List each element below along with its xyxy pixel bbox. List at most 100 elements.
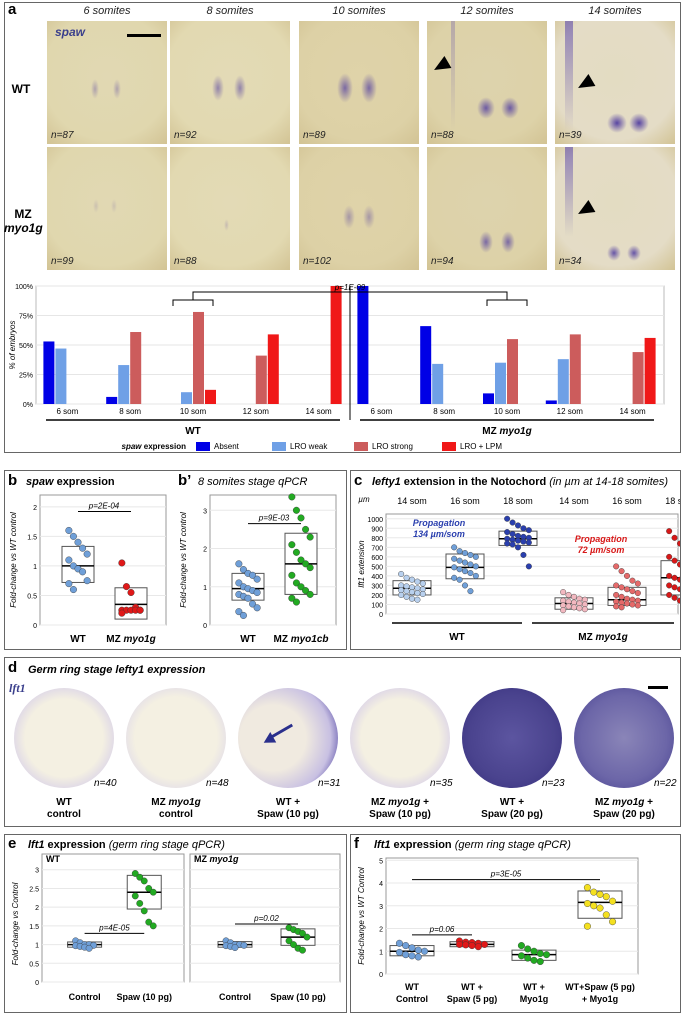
embryo-image-tile: n=92 bbox=[169, 20, 291, 145]
data-point bbox=[517, 942, 525, 950]
p-value: p=2E-04 bbox=[88, 502, 120, 511]
data-point bbox=[402, 951, 410, 959]
data-point bbox=[297, 514, 305, 522]
condition-label: WT + Spaw (20 pg) bbox=[481, 797, 543, 820]
data-point bbox=[456, 576, 463, 583]
data-point bbox=[504, 540, 511, 547]
stage-header: 14 somites bbox=[588, 5, 642, 17]
data-point bbox=[451, 555, 458, 562]
x-category-label: Spaw (10 pg) bbox=[116, 992, 172, 1002]
data-point bbox=[618, 604, 625, 611]
y-tick-label: 1 bbox=[203, 585, 207, 592]
data-point bbox=[292, 506, 300, 514]
data-point bbox=[235, 608, 243, 616]
data-point bbox=[520, 551, 527, 558]
p-value: p=0.06 bbox=[429, 925, 455, 934]
x-category-label: Spaw (5 pg) bbox=[447, 994, 498, 1004]
propagation-label: Propagation bbox=[413, 518, 466, 528]
data-point bbox=[451, 564, 458, 571]
y-tick-label: 0 bbox=[379, 972, 383, 979]
data-point bbox=[530, 947, 538, 955]
data-point bbox=[235, 560, 243, 568]
data-point bbox=[122, 583, 130, 591]
bar bbox=[43, 341, 55, 404]
data-point bbox=[306, 590, 314, 598]
data-point bbox=[524, 945, 532, 953]
x-category-label: WT bbox=[240, 634, 256, 645]
propagation-label: 134 µm/som bbox=[413, 529, 465, 539]
legend-label: LRO + LPM bbox=[460, 442, 502, 451]
data-point bbox=[456, 557, 463, 564]
y-tick-label: 3 bbox=[379, 904, 383, 911]
y-tick-label: 600 bbox=[371, 555, 383, 562]
data-point bbox=[302, 587, 310, 595]
data-point bbox=[467, 551, 474, 558]
x-tick-label: 10 som bbox=[494, 407, 521, 416]
bar bbox=[432, 363, 444, 404]
y-tick-label: 4 bbox=[379, 881, 383, 888]
expression-domain bbox=[337, 73, 353, 103]
p-value: p=1E-09 bbox=[334, 283, 366, 292]
y-tick-label: 75% bbox=[19, 314, 33, 321]
y-tick-label: 2.5 bbox=[29, 886, 39, 893]
data-point bbox=[414, 596, 421, 603]
y-tick-label: 1000 bbox=[367, 517, 383, 524]
x-category-label: WT+Spaw (5 pg) bbox=[565, 982, 635, 992]
data-point bbox=[306, 533, 314, 541]
data-point bbox=[253, 588, 261, 596]
data-point bbox=[398, 591, 405, 598]
data-point bbox=[590, 902, 598, 910]
panel-e-label: e bbox=[8, 835, 17, 852]
data-point bbox=[467, 570, 474, 577]
scale-bar bbox=[648, 686, 668, 689]
y-tick-label: 0.5 bbox=[27, 593, 37, 600]
y-tick-label: 1 bbox=[33, 564, 37, 571]
data-point bbox=[504, 515, 511, 522]
data-point bbox=[451, 544, 458, 551]
x-tick-label: 12 som bbox=[243, 407, 270, 416]
panel-b-title: spaw expression bbox=[26, 476, 115, 488]
bar bbox=[569, 334, 581, 404]
bar bbox=[181, 392, 192, 404]
stage-header: 10 somites bbox=[332, 5, 386, 17]
y-tick-label: 0 bbox=[379, 612, 383, 619]
data-point bbox=[306, 564, 314, 572]
data-point bbox=[560, 607, 567, 614]
data-point bbox=[565, 591, 572, 598]
p-value: p=3E-05 bbox=[490, 870, 522, 879]
embryo-image bbox=[462, 688, 562, 788]
data-point bbox=[253, 575, 261, 583]
data-point bbox=[524, 954, 532, 962]
data-point bbox=[414, 590, 421, 597]
legend-swatch bbox=[354, 442, 368, 451]
x-tick-label: 8 som bbox=[433, 407, 455, 416]
data-point bbox=[514, 522, 521, 529]
p-value: p=0.02 bbox=[253, 914, 279, 923]
facet bbox=[189, 853, 341, 983]
data-point bbox=[455, 940, 463, 948]
unit-label: µm bbox=[358, 495, 370, 504]
data-point bbox=[618, 593, 625, 600]
panel-b2-label: b’ bbox=[178, 472, 192, 489]
group-label: WT bbox=[449, 632, 465, 643]
expression-domain bbox=[477, 97, 495, 119]
gene-label-spaw: spaw bbox=[55, 25, 86, 39]
gene-label-lft1: lft1 bbox=[9, 681, 26, 695]
bar bbox=[267, 334, 279, 404]
data-point bbox=[288, 541, 296, 549]
group-label: MZ myo1g bbox=[482, 426, 531, 437]
embryo-image-tile: n=99 bbox=[46, 146, 168, 271]
x-tick-label: 12 som bbox=[557, 407, 584, 416]
expression-domain bbox=[113, 79, 121, 99]
expression-domain bbox=[224, 219, 229, 231]
p-value: p=4E-05 bbox=[98, 923, 130, 932]
data-point bbox=[618, 568, 625, 575]
data-point bbox=[666, 572, 673, 579]
data-point bbox=[560, 589, 567, 596]
data-point bbox=[290, 941, 297, 948]
legend-label: LRO strong bbox=[372, 442, 413, 451]
data-point bbox=[517, 952, 525, 960]
data-point bbox=[509, 531, 516, 538]
stage-label: 14 som bbox=[397, 496, 427, 506]
arrowhead-icon bbox=[574, 73, 596, 95]
